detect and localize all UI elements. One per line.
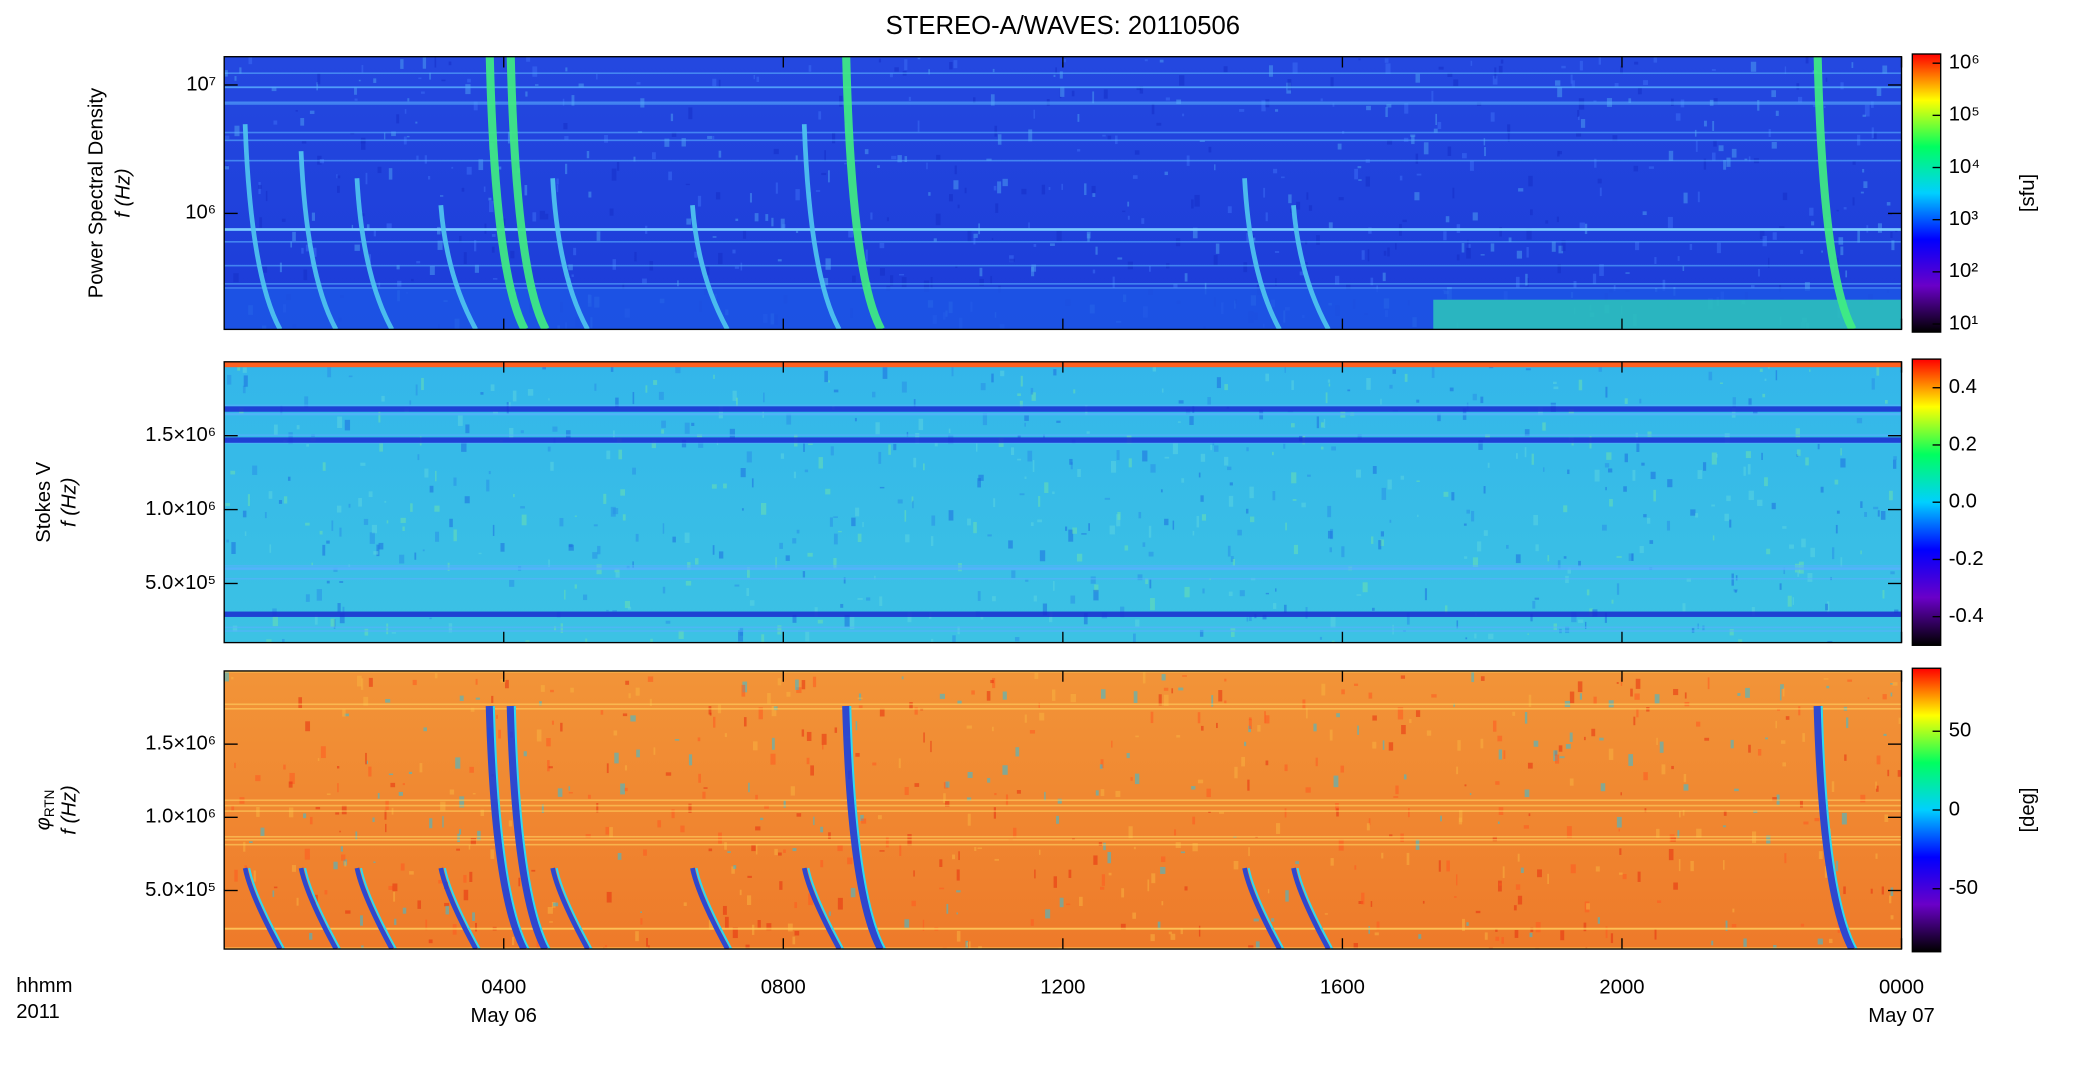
spectrogram-background	[224, 361, 1902, 643]
colorbar-tick-label: 0.0	[1949, 491, 1977, 513]
colorbar-tick-label: 0	[1949, 798, 1960, 820]
y-tick-label: 5.0×10⁵	[145, 572, 216, 594]
y-tick-label: 1.0×10⁶	[145, 498, 216, 520]
y-axis-label: f (Hz)	[59, 477, 81, 526]
colorbar-tick-label: 10³	[1949, 208, 1979, 230]
y-tick-label: 1.0×10⁶	[145, 806, 216, 828]
colorbar	[1911, 667, 1942, 953]
y-axis-label-symbol: φ	[33, 817, 55, 830]
y-tick-label: 10⁷	[186, 73, 216, 95]
y-axis-label: f (Hz)	[113, 168, 135, 217]
colorbar-tick-label: 10⁵	[1949, 104, 1980, 126]
x-axis-year: 2011	[16, 1001, 60, 1023]
spectrogram-image	[224, 56, 1902, 330]
colorbar	[1911, 53, 1942, 333]
y-tick-label: 5.0×10⁵	[145, 879, 216, 901]
x-tick-label: 1200	[1040, 977, 1085, 999]
colorbar-tick-label: -50	[1949, 877, 1978, 899]
colorbar-tick-label: 0.4	[1949, 376, 1977, 398]
colorbar-tick-label: 10¹	[1949, 312, 1979, 334]
colorbar-tick-label: 10⁴	[1949, 156, 1980, 178]
y-axis-label: φRTN	[33, 790, 57, 831]
x-tick-label: 0800	[761, 977, 806, 999]
colorbar-tick-label: 10²	[1949, 260, 1979, 282]
colorbar-tick-label: -0.2	[1949, 548, 1984, 570]
colorbar-tick-label: 0.2	[1949, 433, 1977, 455]
x-date-label: May 06	[471, 1005, 537, 1027]
y-tick-label: 10⁶	[185, 202, 216, 224]
y-tick-label: 1.5×10⁶	[145, 732, 216, 754]
y-axis-label: f (Hz)	[59, 785, 81, 834]
colorbar-tick-label: 10⁶	[1949, 52, 1980, 74]
y-axis-label: Stokes V	[33, 461, 55, 543]
x-tick-label: 1600	[1320, 977, 1365, 999]
x-axis-label: hhmm	[16, 975, 72, 997]
spectrogram-background	[224, 670, 1902, 950]
colorbar-label: [sfu]	[2017, 174, 2039, 212]
x-tick-label: 2000	[1599, 977, 1644, 999]
y-axis-label: Power Spectral Density	[86, 87, 108, 298]
colorbar-label: [deg]	[2017, 787, 2039, 832]
spectrogram-image	[224, 361, 1902, 643]
x-date-label: May 07	[1868, 1005, 1934, 1027]
figure-title: STEREO-A/WAVES: 20110506	[886, 12, 1240, 40]
y-axis-label-subscript: RTN	[42, 790, 57, 818]
spectrogram-image	[224, 670, 1902, 950]
colorbar-tick-label: 50	[1949, 720, 1972, 742]
x-tick-label: 0000	[1879, 977, 1924, 999]
y-tick-label: 1.5×10⁶	[145, 424, 216, 446]
x-tick-label: 0400	[481, 977, 526, 999]
colorbar-tick-label: -0.4	[1949, 605, 1984, 627]
